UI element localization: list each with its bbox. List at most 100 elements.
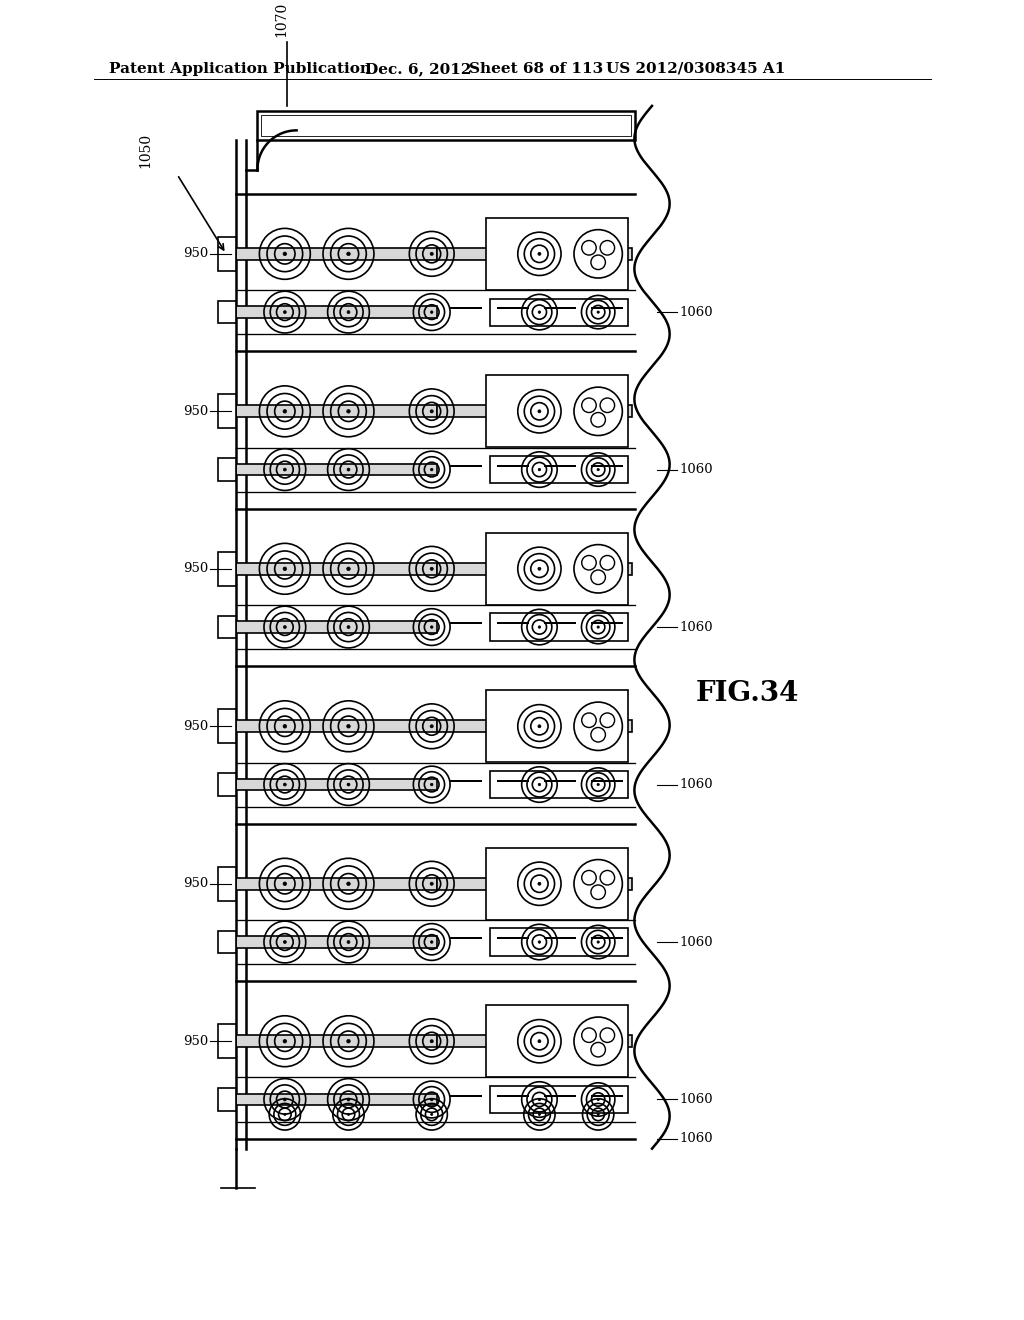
Bar: [436, 721, 633, 733]
Circle shape: [347, 1113, 349, 1115]
Circle shape: [597, 1098, 599, 1101]
Text: 1060: 1060: [680, 1133, 713, 1146]
Bar: [485, 533, 628, 605]
Circle shape: [283, 725, 287, 729]
Circle shape: [539, 941, 541, 944]
Bar: [261, 115, 632, 136]
Text: 1060: 1060: [680, 1093, 713, 1106]
Bar: [236, 463, 436, 475]
Bar: [218, 236, 236, 271]
Circle shape: [430, 568, 433, 570]
Circle shape: [539, 783, 541, 785]
Bar: [236, 622, 436, 632]
Bar: [490, 614, 628, 640]
Text: 1060: 1060: [680, 777, 713, 791]
Bar: [485, 690, 628, 762]
Circle shape: [597, 469, 599, 471]
Bar: [218, 552, 236, 586]
Circle shape: [430, 783, 433, 785]
Bar: [490, 1086, 628, 1113]
Bar: [218, 301, 236, 323]
Bar: [218, 709, 236, 743]
Circle shape: [538, 882, 541, 886]
Text: US 2012/0308345 A1: US 2012/0308345 A1: [606, 62, 785, 75]
Circle shape: [430, 626, 433, 628]
Text: 950: 950: [183, 1035, 209, 1048]
Bar: [218, 1089, 236, 1110]
Bar: [218, 458, 236, 480]
Bar: [218, 931, 236, 953]
Text: 1050: 1050: [138, 132, 152, 168]
Text: 950: 950: [183, 878, 209, 890]
Circle shape: [539, 626, 541, 628]
Bar: [485, 1006, 628, 1077]
Circle shape: [283, 1039, 287, 1043]
Circle shape: [283, 252, 287, 256]
Text: 950: 950: [183, 719, 209, 733]
Bar: [218, 1024, 236, 1059]
Circle shape: [347, 941, 350, 944]
Text: 1060: 1060: [680, 620, 713, 634]
Bar: [490, 298, 628, 326]
Circle shape: [284, 626, 287, 628]
Circle shape: [284, 310, 287, 314]
Bar: [236, 248, 436, 260]
Circle shape: [284, 941, 287, 944]
Circle shape: [539, 1113, 541, 1115]
Bar: [490, 928, 628, 956]
Bar: [490, 771, 628, 799]
Bar: [236, 562, 436, 574]
Bar: [236, 878, 436, 890]
Circle shape: [283, 882, 287, 886]
Text: 950: 950: [183, 562, 209, 576]
Text: FIG.34: FIG.34: [696, 680, 800, 706]
Circle shape: [539, 469, 541, 471]
Circle shape: [430, 469, 433, 471]
Text: 1060: 1060: [680, 936, 713, 949]
Bar: [218, 774, 236, 796]
Text: 1070: 1070: [274, 3, 288, 37]
Circle shape: [284, 1098, 287, 1101]
Text: Dec. 6, 2012: Dec. 6, 2012: [366, 62, 471, 75]
Circle shape: [597, 626, 599, 628]
Circle shape: [347, 725, 350, 729]
Bar: [218, 867, 236, 900]
Circle shape: [347, 469, 350, 471]
Text: 950: 950: [183, 405, 209, 418]
Circle shape: [430, 725, 433, 727]
Circle shape: [430, 310, 433, 313]
Text: 950: 950: [183, 247, 209, 260]
Circle shape: [347, 783, 350, 785]
Circle shape: [347, 626, 350, 628]
Circle shape: [597, 1113, 599, 1115]
Bar: [436, 405, 633, 417]
Bar: [436, 1035, 633, 1047]
Bar: [218, 616, 236, 638]
Circle shape: [284, 1113, 286, 1115]
Bar: [236, 936, 436, 948]
Bar: [485, 847, 628, 920]
Circle shape: [430, 252, 433, 255]
Text: Patent Application Publication: Patent Application Publication: [109, 62, 371, 75]
Bar: [218, 395, 236, 429]
Circle shape: [430, 941, 433, 944]
Bar: [485, 375, 628, 447]
Bar: [436, 878, 633, 890]
Circle shape: [284, 783, 287, 785]
Circle shape: [538, 568, 541, 570]
Circle shape: [431, 1113, 433, 1115]
Circle shape: [538, 409, 541, 413]
Text: Sheet 68 of 113: Sheet 68 of 113: [469, 62, 603, 75]
Bar: [485, 218, 628, 290]
Circle shape: [347, 568, 350, 570]
Bar: [236, 405, 436, 417]
Bar: [236, 306, 436, 318]
Circle shape: [283, 409, 287, 413]
Circle shape: [347, 252, 350, 256]
Circle shape: [430, 882, 433, 886]
Circle shape: [597, 941, 599, 944]
Bar: [257, 111, 635, 140]
Text: 1060: 1060: [680, 306, 713, 318]
Circle shape: [538, 1040, 541, 1043]
Bar: [236, 721, 436, 733]
